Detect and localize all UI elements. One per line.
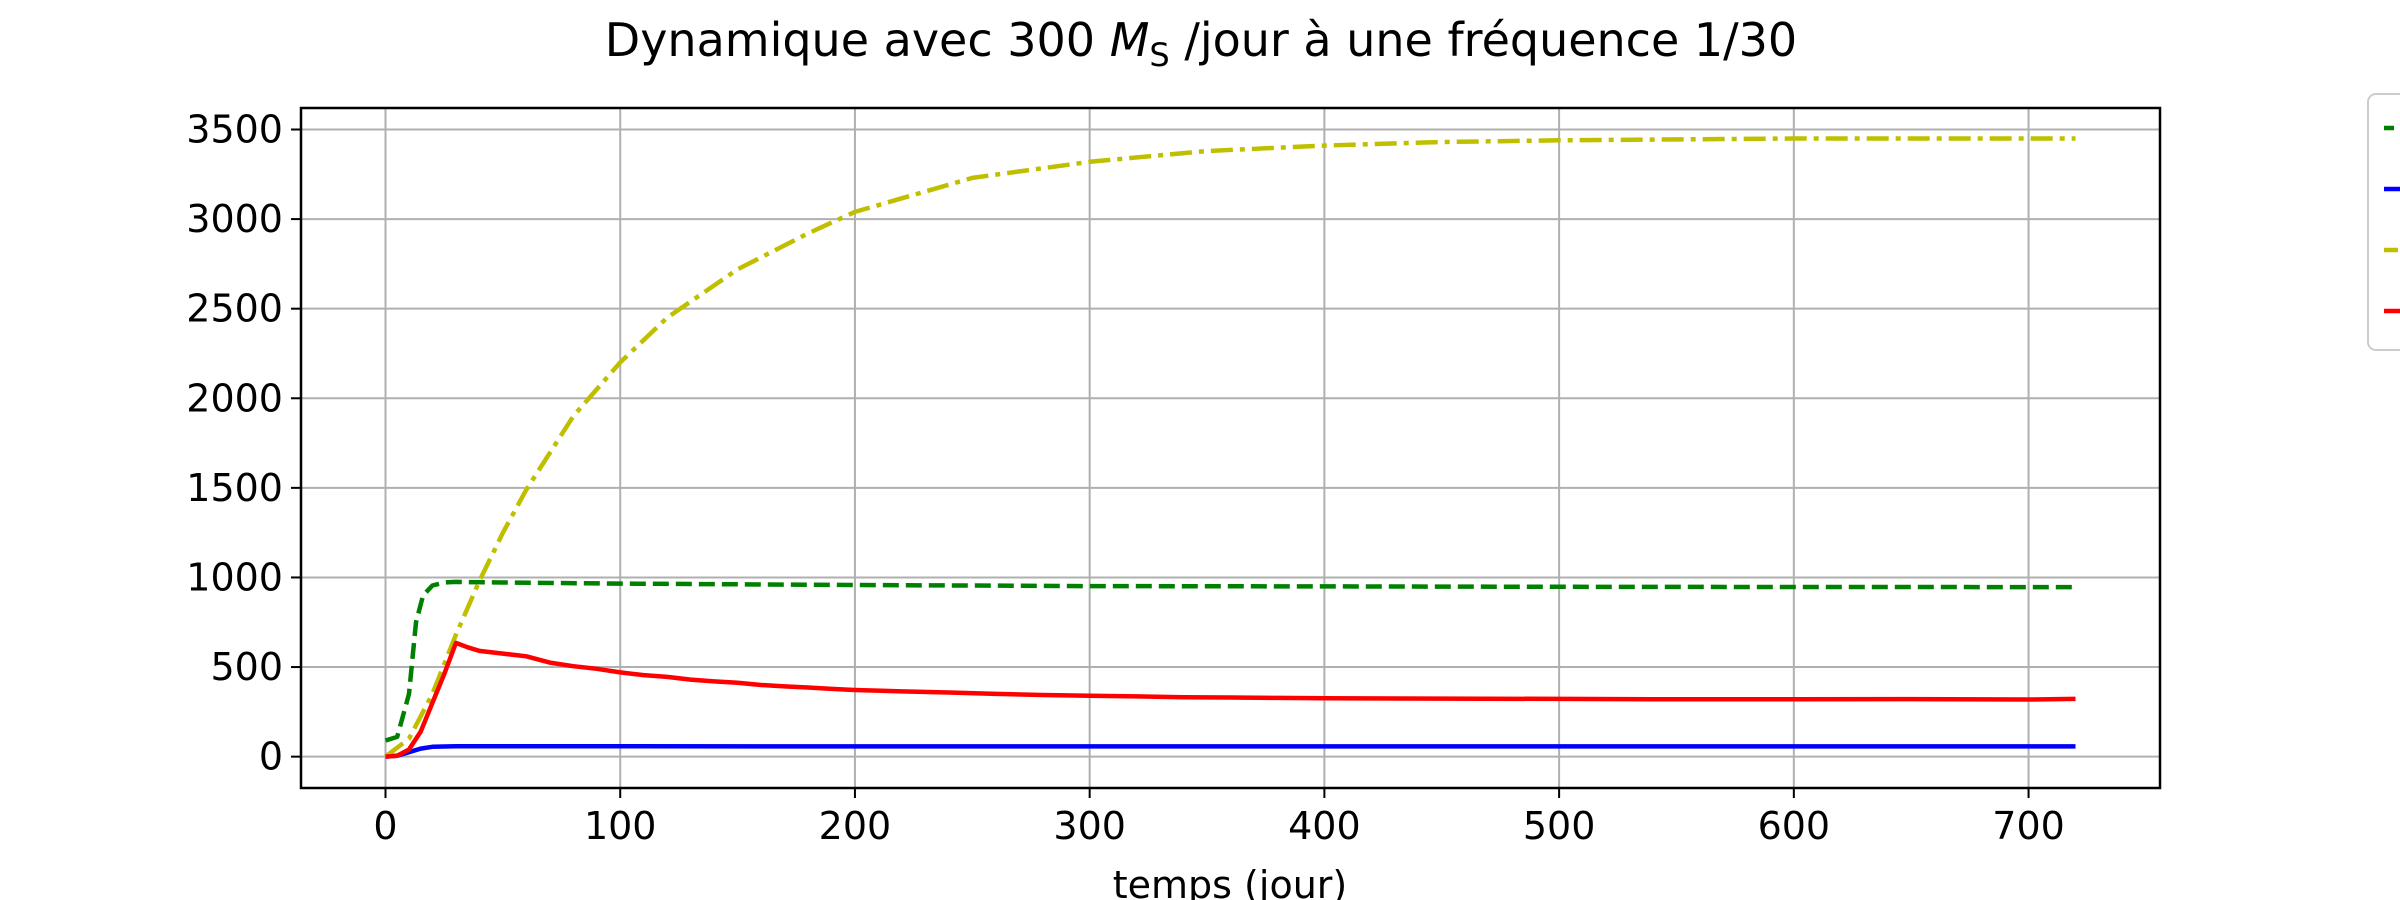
series-line-4 [385, 640, 2076, 759]
y-tick-label: 2000 [186, 376, 283, 420]
y-tick-label: 3000 [186, 197, 283, 241]
legend-frame [2367, 93, 2400, 351]
series-lines [384, 136, 2076, 759]
grid-lines [301, 108, 2160, 788]
y-tick-label: 1000 [186, 555, 283, 599]
x-tick-label: 300 [1053, 804, 1126, 848]
x-tick-label: 400 [1288, 804, 1361, 848]
series-line-1 [384, 579, 2076, 743]
y-tick-label: 2500 [186, 287, 283, 331]
y-tick-label: 0 [259, 735, 283, 779]
y-tick-label: 3500 [186, 108, 283, 152]
plot-area-frame [299, 106, 2162, 790]
y-tick-label: 500 [210, 645, 283, 689]
legend [2367, 93, 2400, 351]
x-tick-label: 700 [1992, 804, 2065, 848]
x-tick-label: 0 [373, 804, 397, 848]
x-tick-label: 500 [1523, 804, 1596, 848]
x-axis-label: temps (jour) [1113, 863, 1347, 900]
legend-entries [2384, 125, 2400, 314]
chart-title: Dynamique avec 300 MS /jour à une fréque… [605, 13, 1797, 74]
x-tick-label: 100 [584, 804, 657, 848]
y-tick-label: 1500 [186, 466, 283, 510]
x-tick-label: 600 [1758, 804, 1831, 848]
x-tick-label: 200 [819, 804, 892, 848]
axis-ticks: 0 100 200 300 400 500 600 700 0 500 1000 1500 2000 25… [186, 108, 2065, 848]
